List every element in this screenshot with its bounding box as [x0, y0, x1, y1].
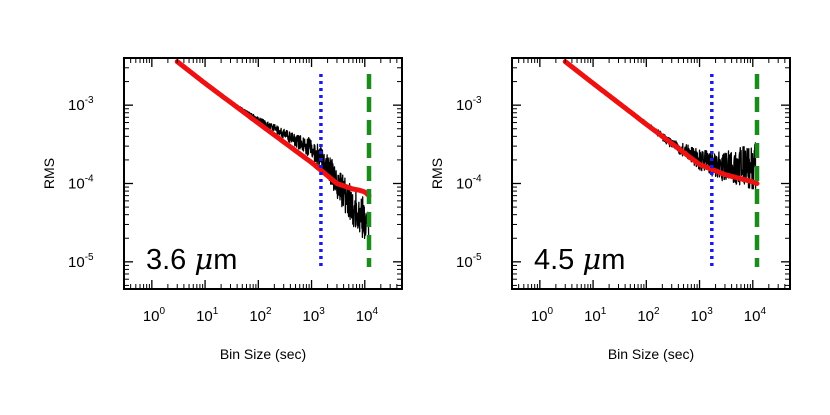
- expected-rms-curve: [562, 59, 760, 186]
- x-axis-title: Bin Size (sec): [220, 346, 306, 362]
- y-axis-title: RMS: [429, 158, 445, 189]
- x-tick-label: 101: [584, 306, 607, 325]
- x-tick-label: 104: [356, 306, 379, 325]
- rms-curve: [176, 60, 370, 241]
- minor-ticks: [123, 58, 402, 289]
- plot-area: [174, 59, 372, 267]
- chart-panel-2: 100 101 102 103 104 10-3 10-4 10-5 Bin Size (sec…: [429, 57, 791, 362]
- y-tick-label: 10-5: [68, 252, 94, 271]
- plot-frame: [123, 57, 403, 290]
- y-tick-label: 10-3: [456, 95, 482, 114]
- panel-label: 3.6 μm: [146, 242, 237, 276]
- x-tick-label: 101: [196, 306, 219, 325]
- x-axis-title: Bin Size (sec): [608, 346, 694, 362]
- x-tick-label: 100: [143, 306, 166, 325]
- minor-ticks: [511, 58, 790, 289]
- y-axis-title: RMS: [41, 158, 57, 189]
- panel-label: 4.5 μm: [534, 242, 625, 276]
- chart-panel-1: 100 101 102 103 104 10-3 10-4 10-5 Bin Size (sec…: [41, 57, 403, 362]
- expected-rms-curve: [174, 59, 372, 199]
- x-tick-label: 100: [531, 306, 554, 325]
- x-tick-label: 102: [637, 306, 660, 325]
- y-tick-label: 10-3: [68, 95, 94, 114]
- y-tick-label: 10-4: [456, 173, 482, 192]
- y-tick-label: 10-4: [68, 173, 94, 192]
- x-tick-label: 104: [744, 306, 767, 325]
- y-tick-label: 10-5: [456, 252, 482, 271]
- x-tick-label: 103: [303, 306, 326, 325]
- rms-curve: [564, 60, 758, 190]
- x-tick-label: 103: [691, 306, 714, 325]
- x-tick-label: 102: [249, 306, 272, 325]
- plot-area: [562, 59, 760, 267]
- plot-frame: [511, 57, 791, 290]
